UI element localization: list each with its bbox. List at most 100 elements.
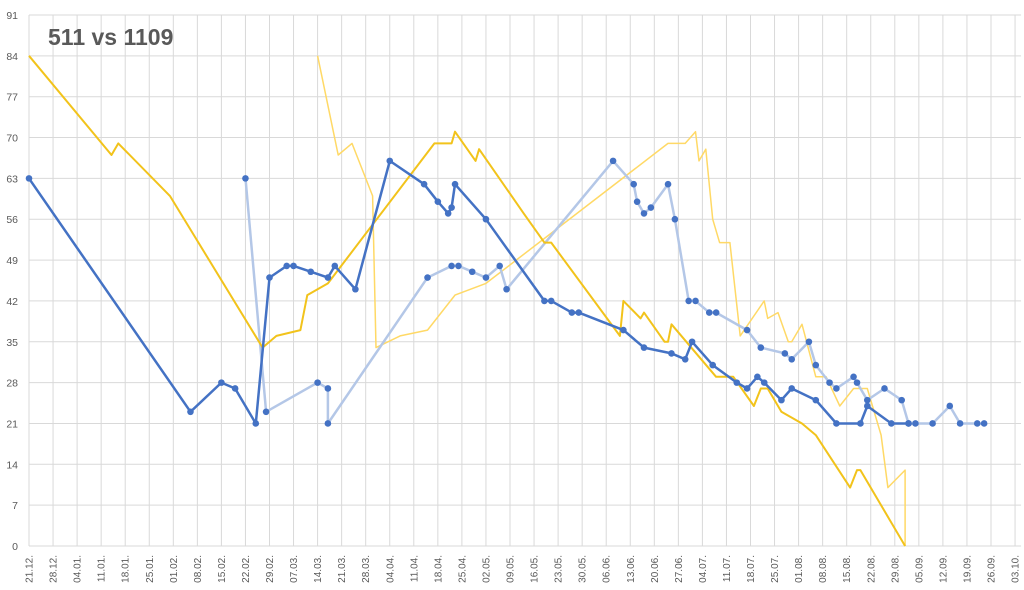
y-tick-label: 84 (6, 51, 18, 63)
series-line (28, 55, 906, 547)
y-tick-label: 77 (6, 92, 18, 104)
data-point (324, 385, 332, 392)
data-point (973, 420, 981, 427)
x-tick-label: 15.02. (217, 555, 228, 583)
data-point (692, 297, 699, 305)
y-tick-label: 63 (6, 173, 18, 185)
data-point (712, 309, 720, 316)
data-point (451, 180, 459, 188)
data-point (420, 180, 428, 188)
data-point (218, 379, 225, 386)
x-tick-label: 03.10. (1011, 555, 1022, 583)
data-point (547, 297, 555, 305)
data-point (424, 274, 431, 281)
data-point (905, 420, 912, 427)
data-point (568, 309, 576, 316)
x-tick-label: 09.05. (506, 555, 517, 583)
data-point (757, 344, 765, 351)
x-tick-label: 08.08. (818, 555, 829, 583)
x-tick-label: 13.06. (626, 555, 637, 583)
x-tick-label: 11.01. (97, 555, 108, 582)
data-point (898, 396, 905, 404)
y-tick-label: 21 (6, 418, 18, 430)
data-point (187, 408, 194, 416)
data-point (668, 350, 675, 357)
x-tick-label: 23.05. (554, 555, 565, 583)
x-tick-label: 28.12. (49, 555, 60, 583)
data-point (912, 420, 919, 427)
data-point (620, 326, 627, 334)
data-point (754, 373, 761, 381)
data-point (812, 361, 820, 369)
data-point (324, 274, 332, 281)
data-point (743, 326, 751, 334)
data-point (946, 402, 954, 410)
data-point (833, 420, 840, 427)
data-point (468, 268, 476, 276)
data-point (314, 379, 321, 386)
x-tick-label: 22.02. (241, 555, 252, 583)
data-point (633, 198, 641, 206)
data-point (455, 262, 462, 270)
x-tick-label: 14.03. (313, 555, 324, 583)
data-point (781, 350, 789, 357)
series-line (27, 159, 909, 425)
data-point (541, 297, 548, 305)
data-point (262, 408, 270, 416)
data-point (503, 285, 510, 293)
data-point (575, 309, 583, 316)
gridlines (28, 14, 1022, 547)
y-tick-label: 70 (6, 133, 18, 145)
data-point (685, 297, 692, 305)
x-tick-label: 16.05. (530, 555, 541, 583)
x-tick-label: 30.05. (578, 555, 589, 583)
data-point (352, 285, 359, 293)
x-tick-label: 06.06. (602, 555, 613, 583)
data-point (640, 344, 648, 351)
data-point (956, 420, 964, 427)
data-point (242, 175, 249, 182)
data-point (324, 420, 332, 427)
chart-title: 511 vs 1109 (48, 24, 174, 50)
data-point (853, 379, 861, 386)
x-tick-label: 11.04. (409, 555, 420, 582)
data-point (444, 210, 452, 217)
data-point (290, 262, 297, 270)
y-tick-label: 42 (6, 296, 18, 308)
data-point (826, 379, 833, 386)
x-tick-label: 18.04. (433, 555, 444, 583)
y-tick-label: 7 (12, 500, 18, 512)
data-point (647, 204, 655, 211)
data-point (630, 180, 637, 188)
data-point (331, 262, 339, 270)
data-point (709, 361, 717, 369)
data-point (386, 157, 394, 165)
x-tick-label: 25.01. (145, 555, 156, 583)
x-tick-label: 21.12. (25, 555, 36, 583)
data-point (833, 385, 840, 392)
data-point (231, 385, 239, 392)
data-point (805, 338, 813, 346)
data-point (788, 355, 796, 363)
x-tick-label: 01.02. (169, 555, 180, 583)
y-tick-label: 91 (6, 10, 18, 22)
x-tick-label: 20.06. (650, 555, 661, 583)
x-tick-label: 29.08. (890, 555, 901, 583)
x-tick-label: 27.06. (674, 555, 685, 583)
x-tick-label: 18.01. (121, 555, 132, 583)
data-point (671, 215, 679, 223)
x-tick-label: 07.03. (289, 555, 300, 583)
data-point (864, 402, 871, 410)
data-point (283, 262, 290, 270)
y-tick-label: 35 (6, 337, 18, 349)
data-point (307, 268, 315, 276)
data-point (929, 420, 936, 427)
data-point (482, 274, 490, 281)
series-lines (25, 55, 988, 547)
x-tick-label: 02.05. (481, 555, 492, 583)
x-tick-label: 29.02. (265, 555, 276, 583)
data-point (688, 338, 696, 346)
series-line (316, 55, 906, 546)
x-tick-label: 22.08. (866, 555, 877, 583)
